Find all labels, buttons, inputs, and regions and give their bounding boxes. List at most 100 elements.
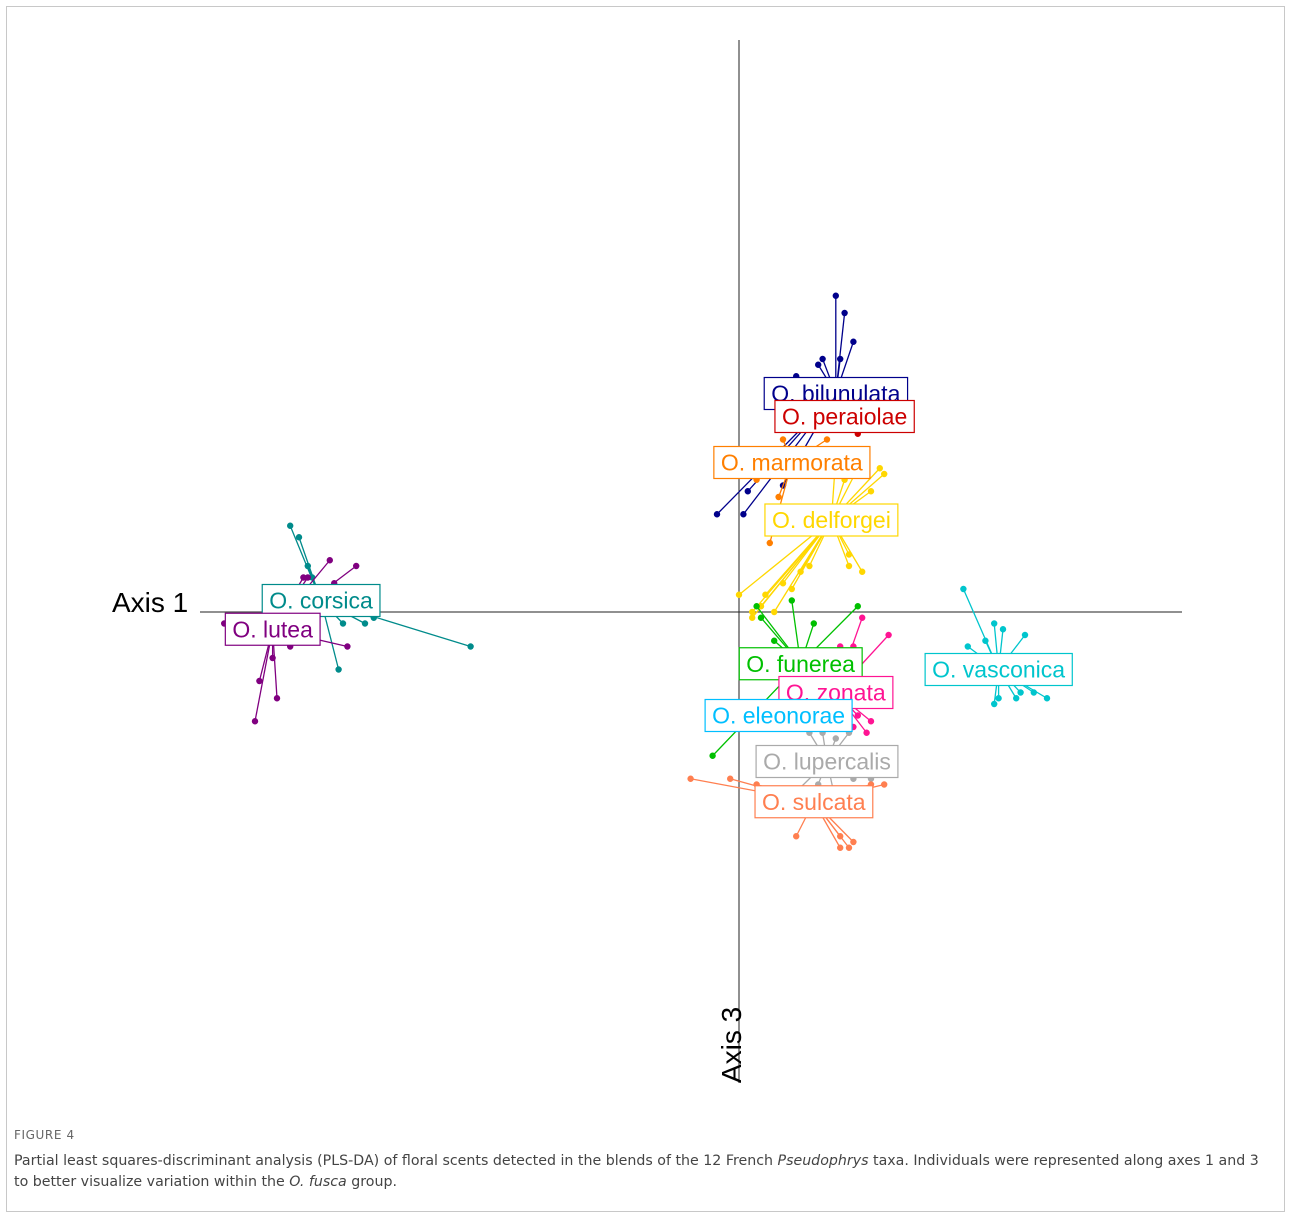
- o-lutea-point-1: [353, 562, 360, 570]
- o-delforgei-point-8: [859, 568, 866, 575]
- o-delforgei-point-7: [845, 562, 853, 570]
- o-bilunulata-point-1: [841, 309, 848, 317]
- o-vasconica-label-box: [924, 652, 1073, 687]
- o-lutea-point-0: [326, 557, 333, 564]
- o-delforgei-point-2: [867, 488, 875, 495]
- o-marmorata-point-4: [823, 436, 831, 443]
- o-funerea-point-3: [854, 603, 861, 610]
- o-bilunulata-point-11: [744, 488, 751, 495]
- o-corsica-point-1: [295, 534, 303, 541]
- o-delforgei-point-13: [757, 603, 765, 610]
- o-corsica-point-6: [361, 620, 369, 627]
- o-delforgei-point-1: [881, 470, 888, 478]
- o-delforgei-point-16: [735, 591, 743, 598]
- o-funerea-point-2: [757, 614, 765, 621]
- o-zonata-point-4: [854, 712, 861, 719]
- o-funerea-point-4: [810, 620, 817, 627]
- o-corsica-label: O. corsica: [269, 588, 373, 614]
- o-lutea-label-box: [224, 612, 321, 646]
- o-delforgei-point-11: [779, 580, 787, 587]
- x-axis-label: Axis 1: [112, 587, 188, 618]
- o-lutea-point-12: [344, 643, 351, 650]
- o-sulcata-point-1: [727, 775, 734, 782]
- o-peraiolae-label-box: [774, 399, 915, 434]
- o-vasconica-point-9: [1043, 695, 1051, 702]
- o-delforgei-point-15: [771, 608, 778, 616]
- o-sulcata-point-6: [837, 833, 844, 840]
- caption-genus: Pseudophrys: [777, 1153, 869, 1169]
- o-sulcata-point-7: [837, 844, 844, 851]
- o-marmorata-point-2: [766, 539, 773, 547]
- caption-group: O. fusca: [289, 1174, 347, 1190]
- o-corsica-point-2: [304, 562, 311, 570]
- o-vasconica-point-0: [960, 585, 967, 593]
- o-vasconica-point-3: [964, 643, 971, 650]
- o-corsica-point-5: [339, 620, 347, 627]
- o-lutea-point-11: [251, 718, 259, 725]
- caption-part-2: taxa. Individuals were represented along…: [14, 1153, 1259, 1190]
- o-peraiolae-label: O. peraiolae: [782, 404, 907, 430]
- o-zonata-point-1: [885, 631, 892, 639]
- o-funerea-point-9: [709, 752, 716, 759]
- o-funerea-point-1: [753, 603, 760, 610]
- o-lutea-point-4: [300, 574, 307, 581]
- o-vasconica-point-5: [1021, 631, 1029, 639]
- o-bilunulata-point-5: [815, 361, 822, 368]
- o-corsica-point-9: [467, 643, 474, 650]
- o-sulcata-point-5: [793, 833, 800, 840]
- o-vasconica-point-2: [982, 637, 989, 644]
- caption-part-3: group.: [346, 1174, 397, 1190]
- o-delforgei-point-18: [788, 585, 795, 593]
- o-funerea-point-0: [788, 597, 795, 604]
- o-vasconica-point-4: [999, 626, 1007, 633]
- o-marmorata-label-box: [713, 445, 871, 480]
- o-eleonorae-label-box: [704, 698, 853, 733]
- o-corsica-point-0: [287, 522, 294, 529]
- o-eleonorae-label: O. eleonorae: [712, 703, 845, 729]
- o-vasconica-point-8: [1030, 689, 1038, 696]
- o-delforgei-point-14: [749, 608, 756, 616]
- o-zonata-point-7: [863, 729, 870, 736]
- o-funerea-label: O. funerea: [746, 651, 855, 677]
- o-delforgei-label: O. delforgei: [772, 507, 891, 533]
- o-bilunulata-point-2: [850, 338, 857, 345]
- o-sulcata-point-0: [687, 775, 694, 782]
- o-marmorata-point-3: [779, 436, 787, 443]
- o-bilunulata-point-0: [832, 292, 839, 299]
- o-lutea-label: O. lutea: [232, 616, 313, 642]
- o-funerea-point-5: [771, 637, 778, 644]
- o-lupercalis-label-box: [755, 744, 899, 779]
- o-lutea-point-8: [269, 654, 276, 662]
- o-vasconica-label: O. vasconica: [932, 657, 1065, 683]
- o-corsica-label-box: [261, 583, 381, 618]
- y-axis-label: Axis 3: [716, 1007, 747, 1083]
- o-delforgei-point-0: [876, 465, 883, 472]
- caption-text: Partial least squares-discriminant analy…: [14, 1151, 1276, 1193]
- o-delforgei-point-6: [845, 551, 853, 558]
- o-sulcata-label: O. sulcata: [762, 789, 866, 815]
- o-lupercalis-point-2: [832, 735, 839, 742]
- o-sulcata-point-3: [881, 781, 888, 788]
- o-vasconica-point-11: [991, 700, 998, 708]
- o-vasconica-point-7: [1017, 689, 1024, 696]
- o-funerea-label-box: [738, 647, 863, 681]
- o-corsica-point-8: [335, 666, 342, 673]
- o-delforgei-point-17: [749, 614, 756, 621]
- o-vasconica-point-6: [1013, 695, 1020, 702]
- o-marmorata-point-5: [775, 493, 782, 501]
- o-bilunulata-point-9: [740, 511, 747, 518]
- figure-label: FIGURE 4: [14, 1128, 75, 1142]
- o-vasconica-point-12: [995, 695, 1002, 702]
- o-vasconica-point-1: [991, 620, 998, 627]
- o-bilunulata-point-4: [819, 355, 826, 363]
- figure-frame: [6, 6, 1285, 1212]
- o-zonata-point-0: [859, 614, 866, 621]
- o-marmorata-label: O. marmorata: [721, 450, 863, 476]
- o-zonata-point-5: [867, 718, 875, 725]
- o-lupercalis-label: O. lupercalis: [763, 749, 891, 775]
- o-delforgei-point-9: [806, 562, 813, 570]
- o-bilunulata-point-3: [837, 355, 844, 363]
- o-lutea-point-10: [273, 695, 281, 702]
- o-delforgei-point-10: [797, 568, 804, 575]
